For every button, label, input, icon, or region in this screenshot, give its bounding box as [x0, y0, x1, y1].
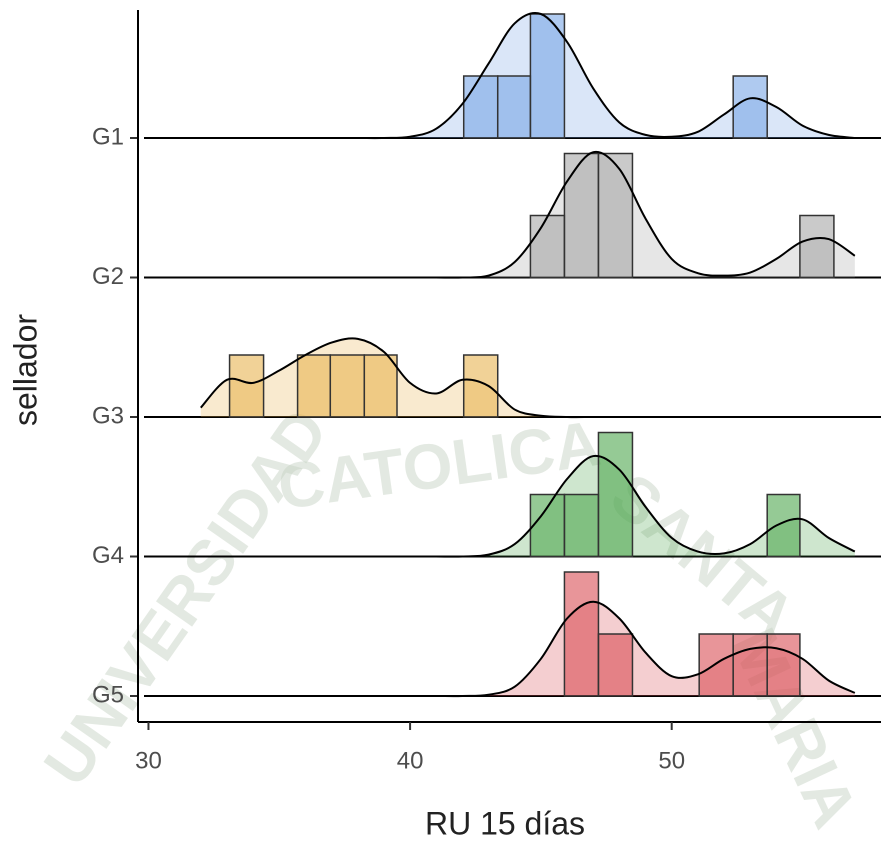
histogram-bar: [498, 76, 531, 138]
histogram-bar: [598, 634, 632, 696]
histogram-bar: [564, 495, 598, 557]
x-tick-label: 30: [135, 747, 162, 774]
ridge: [144, 13, 881, 138]
histogram-bar: [767, 634, 800, 696]
histogram-bar: [230, 355, 264, 417]
x-tick-label: 50: [658, 747, 685, 774]
histogram-bar: [598, 154, 632, 278]
watermark-text: UNIVERSIDAD: [30, 396, 342, 798]
histogram-bar: [364, 355, 397, 417]
histogram-bar: [564, 572, 598, 696]
x-tick-label: 40: [397, 747, 424, 774]
histogram-bar: [564, 154, 598, 278]
x-axis-title: RU 15 días: [425, 805, 585, 841]
histogram-bar: [699, 634, 733, 696]
y-tick-label: G4: [92, 542, 124, 569]
ridge: [144, 152, 881, 278]
y-tick-label: G2: [92, 263, 124, 290]
histogram-bar: [733, 634, 767, 696]
histogram-bar: [464, 76, 498, 138]
histogram-bar: [530, 495, 564, 557]
histogram-bar: [800, 216, 834, 278]
page: CATOLICA UNIVERSIDAD SANTA MARIA RU 15 d…: [0, 0, 881, 844]
histogram-bar: [330, 355, 364, 417]
histogram-bar: [298, 355, 331, 417]
chart: CATOLICA UNIVERSIDAD SANTA MARIA RU 15 d…: [0, 0, 881, 844]
y-axis-title: sellador: [7, 314, 43, 426]
ridge: [144, 338, 881, 417]
density-area: [201, 152, 855, 278]
y-tick-label: G1: [92, 123, 124, 150]
y-tick-label: G5: [92, 681, 124, 708]
histogram-bar: [598, 433, 632, 557]
histogram-bar: [767, 495, 800, 557]
y-tick-label: G3: [92, 402, 124, 429]
histogram-bar: [733, 76, 767, 138]
histogram-bar: [464, 355, 498, 417]
histogram-bar: [530, 216, 564, 278]
